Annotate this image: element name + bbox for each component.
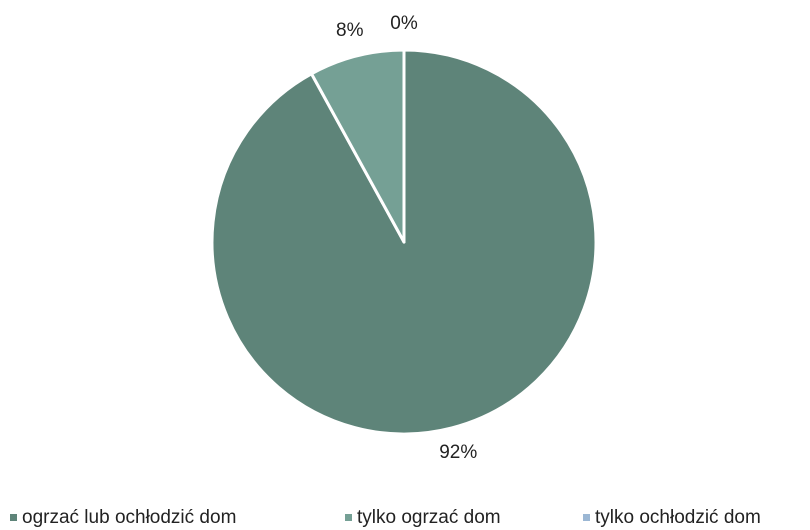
pie-slice: [310, 48, 406, 244]
legend-label: tylko ochłodzić dom: [595, 507, 761, 528]
data-label: 0%: [390, 13, 418, 34]
data-label: 92%: [439, 442, 477, 463]
data-label: 8%: [336, 20, 364, 41]
legend-label: tylko ogrzać dom: [357, 507, 501, 528]
legend-marker: [345, 514, 352, 521]
legend-label: ogrzać lub ochłodzić dom: [22, 507, 236, 528]
legend-marker: [10, 514, 17, 521]
legend-marker: [583, 514, 590, 521]
